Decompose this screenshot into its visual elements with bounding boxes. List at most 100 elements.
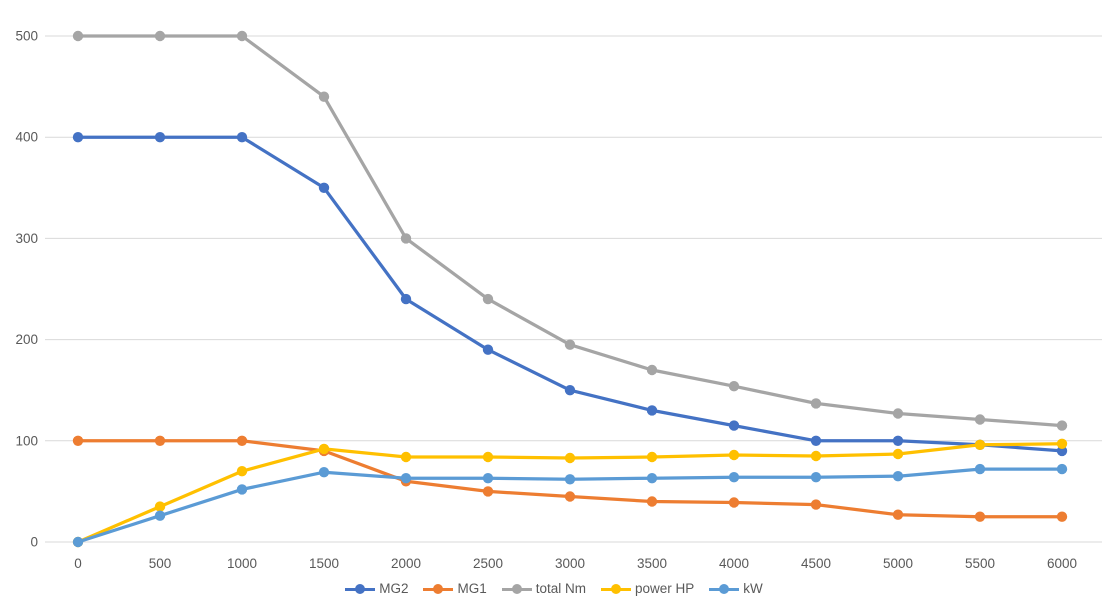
data-point-power-hp-6000 (1056, 438, 1068, 449)
legend-item-kw: kW (709, 581, 763, 597)
legend-line-dot-icon (601, 584, 631, 595)
series-total-nm (72, 30, 1068, 431)
legend-label: MG2 (379, 581, 409, 596)
data-point-kw-4000 (728, 472, 740, 483)
y-axis-label: 100 (15, 433, 38, 448)
legend-label: power HP (635, 581, 695, 596)
x-axis-label: 4000 (719, 556, 749, 571)
data-point-total-nm-5500 (974, 414, 986, 425)
data-point-power-hp-3000 (564, 452, 576, 464)
data-point-mg2-0 (72, 132, 84, 143)
data-point-kw-5500 (974, 463, 986, 475)
data-point-mg2-3000 (564, 385, 576, 396)
data-point-power-hp-2000 (400, 451, 412, 463)
x-axis-label: 500 (149, 556, 172, 571)
chart-legend: MG2 MG1 total Nm power HP kW (0, 581, 1108, 597)
data-point-mg2-1000 (236, 132, 248, 143)
data-point-total-nm-1000 (236, 30, 248, 42)
legend-item-mg1: MG1 (423, 581, 487, 597)
x-axis-label: 2000 (391, 556, 421, 571)
data-point-kw-6000 (1056, 463, 1068, 475)
data-point-mg1-3500 (646, 496, 658, 507)
data-point-mg2-500 (154, 132, 166, 143)
y-axis: 0 100 200 300 400 500 (15, 29, 38, 550)
data-point-mg1-0 (72, 435, 84, 446)
y-axis-label: 500 (15, 29, 38, 44)
data-point-kw-1000 (236, 484, 248, 495)
data-point-mg2-1500 (318, 182, 330, 193)
data-point-mg1-2500 (482, 486, 494, 497)
legend-item-mg2: MG2 (345, 581, 408, 597)
data-point-mg1-1000 (236, 435, 248, 446)
series-power-hp (72, 438, 1068, 548)
data-point-mg2-4500 (810, 435, 822, 446)
series-line-mg2 (76, 135, 1064, 453)
legend-label: kW (743, 581, 763, 596)
data-point-kw-4500 (810, 472, 822, 483)
data-point-power-hp-4500 (810, 450, 822, 462)
data-point-kw-3500 (646, 473, 658, 484)
data-point-mg2-2000 (400, 293, 412, 305)
data-point-total-nm-3000 (564, 339, 576, 350)
data-point-total-nm-5000 (892, 408, 904, 419)
data-point-mg1-5500 (974, 511, 986, 522)
x-axis-label: 1500 (309, 556, 339, 571)
legend-line-dot-icon (423, 584, 454, 595)
legend-line-dot-icon (501, 584, 532, 595)
data-point-total-nm-500 (154, 30, 166, 42)
data-point-total-nm-4000 (728, 381, 740, 392)
data-point-total-nm-1500 (318, 91, 330, 102)
series-kw (72, 463, 1068, 548)
x-axis: 0 500 1000 1500 2000 2500 3000 3500 4000 4500 5000… (74, 556, 1077, 571)
x-axis-label: 0 (74, 556, 82, 571)
data-point-total-nm-2500 (482, 293, 494, 305)
data-point-power-hp-5000 (892, 448, 904, 460)
data-point-kw-5000 (892, 471, 904, 482)
data-point-kw-0 (72, 536, 84, 548)
legend-item-total-nm: total Nm (501, 581, 586, 597)
series-line-total-nm (76, 34, 1064, 428)
data-point-power-hp-1000 (236, 466, 248, 477)
data-point-kw-2500 (482, 473, 494, 484)
data-point-mg1-5000 (892, 509, 904, 520)
data-point-mg1-6000 (1056, 511, 1068, 522)
data-point-mg1-4000 (728, 497, 740, 508)
data-point-total-nm-2000 (400, 233, 412, 244)
x-axis-label: 4500 (801, 556, 831, 571)
legend-item-power-hp: power HP (601, 581, 694, 597)
data-point-kw-2000 (400, 473, 412, 484)
data-point-mg2-3500 (646, 405, 658, 416)
data-point-total-nm-0 (72, 30, 84, 42)
data-point-total-nm-4500 (810, 398, 822, 409)
series-mg2 (72, 132, 1068, 457)
y-axis-label: 200 (15, 332, 38, 347)
data-point-mg2-2500 (482, 344, 494, 355)
data-point-total-nm-6000 (1056, 420, 1068, 431)
gridlines (45, 35, 1102, 543)
y-axis-label: 400 (15, 130, 38, 145)
x-axis-label: 5000 (883, 556, 913, 571)
data-point-kw-500 (154, 510, 166, 521)
legend-line-dot-icon (345, 584, 376, 595)
x-axis-label: 3000 (555, 556, 585, 571)
legend-label: total Nm (535, 581, 586, 596)
data-point-power-hp-1500 (318, 443, 330, 455)
y-axis-label: 300 (15, 231, 38, 246)
data-point-kw-1500 (318, 467, 330, 478)
data-point-mg1-3000 (564, 491, 576, 502)
data-point-mg2-4000 (728, 420, 740, 431)
x-axis-label: 5500 (965, 556, 995, 571)
data-point-mg2-5000 (892, 435, 904, 446)
data-point-mg1-500 (154, 435, 166, 446)
legend-line-dot-icon (709, 584, 740, 595)
data-point-power-hp-3500 (646, 451, 658, 463)
x-axis-label: 1000 (227, 556, 257, 571)
x-axis-label: 3500 (637, 556, 667, 571)
x-axis-label: 6000 (1047, 556, 1077, 571)
data-point-power-hp-4000 (728, 449, 740, 461)
data-point-power-hp-500 (154, 501, 166, 512)
data-point-total-nm-3500 (646, 364, 658, 376)
data-point-mg1-4500 (810, 499, 822, 510)
